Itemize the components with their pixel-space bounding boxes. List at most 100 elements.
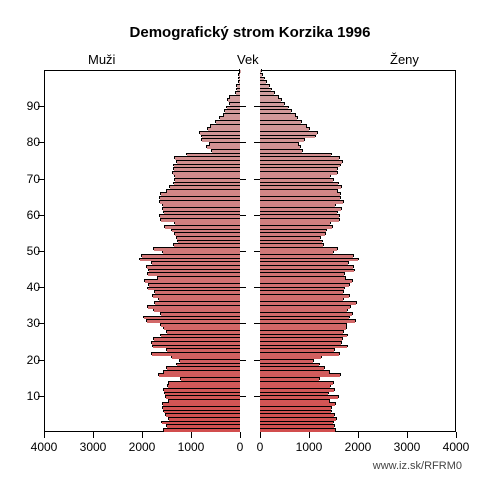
male-bar: [177, 364, 240, 367]
female-bar: [260, 215, 339, 218]
female-bar: [260, 212, 337, 215]
male-bar: [211, 125, 240, 128]
female-bar: [260, 422, 333, 425]
male-bar: [163, 251, 240, 254]
female-bar: [260, 284, 349, 287]
male-bar: [175, 233, 240, 236]
male-bar: [152, 342, 240, 345]
female-bar: [260, 175, 330, 178]
female-bar: [260, 132, 317, 135]
female-bar: [260, 74, 262, 77]
male-bar: [155, 291, 240, 294]
male-bar: [169, 418, 240, 421]
male-bar: [166, 414, 240, 417]
female-bar: [260, 230, 326, 233]
female-bar: [260, 360, 313, 363]
male-bar: [154, 309, 240, 312]
male-label: Muži: [88, 52, 115, 67]
male-bar: [220, 117, 240, 120]
female-bar: [260, 393, 328, 396]
male-bar: [153, 295, 240, 298]
female-bar: [260, 70, 261, 73]
male-bar: [142, 255, 240, 258]
male-bar: [237, 89, 240, 92]
female-bar: [260, 259, 358, 262]
male-bar: [167, 425, 240, 428]
male-bar: [149, 270, 240, 273]
female-bar: [260, 298, 343, 301]
female-bar: [260, 226, 332, 229]
male-bar: [170, 186, 240, 189]
male-bar: [175, 222, 240, 225]
female-bar: [260, 208, 341, 211]
male-bar: [148, 288, 240, 291]
y-tick-label: 10: [14, 389, 40, 403]
male-bar: [167, 331, 241, 334]
female-bar: [260, 143, 298, 146]
male-bar: [148, 306, 240, 309]
female-bar: [260, 414, 334, 417]
male-bar: [202, 139, 240, 142]
female-bar: [260, 85, 269, 88]
male-bar: [175, 179, 240, 182]
female-bar: [260, 110, 291, 113]
male-bar: [161, 335, 240, 338]
y-tick-label: 30: [14, 316, 40, 330]
female-bar: [260, 107, 288, 110]
female-bar: [260, 403, 335, 406]
female-bar: [260, 248, 337, 251]
female-bar: [260, 262, 348, 265]
female-bar: [260, 154, 331, 157]
male-bar: [227, 107, 240, 110]
female-bar: [260, 117, 297, 120]
x-tick-label: 2000: [338, 440, 378, 454]
female-bar: [260, 324, 346, 327]
x-tick-label: 3000: [73, 440, 113, 454]
female-bar: [260, 241, 322, 244]
x-tick-label: 1000: [171, 440, 211, 454]
female-bar: [260, 418, 336, 421]
male-bar: [225, 110, 240, 113]
female-bar: [260, 186, 341, 189]
female-bar: [260, 168, 337, 171]
male-bar: [167, 349, 240, 352]
female-bar: [260, 331, 343, 334]
male-bar: [224, 114, 240, 117]
male-bar: [161, 313, 240, 316]
female-bar: [260, 204, 335, 207]
male-bar: [164, 371, 240, 374]
female-bar: [260, 179, 333, 182]
female-bar: [260, 364, 319, 367]
male-bar: [144, 317, 240, 320]
male-bar: [168, 385, 240, 388]
male-bar: [173, 172, 240, 175]
male-bar: [153, 346, 240, 349]
female-bar: [260, 219, 339, 222]
female-bar: [260, 193, 340, 196]
female-bar: [260, 309, 347, 312]
male-bar: [172, 356, 240, 359]
male-bar: [239, 78, 240, 81]
y-tick-label: 60: [14, 208, 40, 222]
female-bar: [260, 183, 338, 186]
female-bar: [260, 353, 339, 356]
male-bar: [177, 237, 240, 240]
y-tick-label: 40: [14, 280, 40, 294]
female-bar: [260, 114, 295, 117]
female-bar: [260, 273, 344, 276]
female-bar: [260, 89, 271, 92]
female-bar: [260, 371, 329, 374]
male-bar: [165, 393, 240, 396]
male-bar: [177, 161, 240, 164]
male-bar: [164, 389, 240, 392]
female-bar: [260, 121, 301, 124]
male-bar: [140, 259, 240, 262]
male-bar: [202, 136, 240, 139]
female-bar: [260, 255, 353, 258]
male-bar: [207, 146, 240, 149]
y-tick-label: 70: [14, 172, 40, 186]
male-bar: [172, 230, 240, 233]
x-tick-label: 0: [240, 440, 280, 454]
male-bar: [165, 226, 240, 229]
male-bar: [158, 277, 240, 280]
